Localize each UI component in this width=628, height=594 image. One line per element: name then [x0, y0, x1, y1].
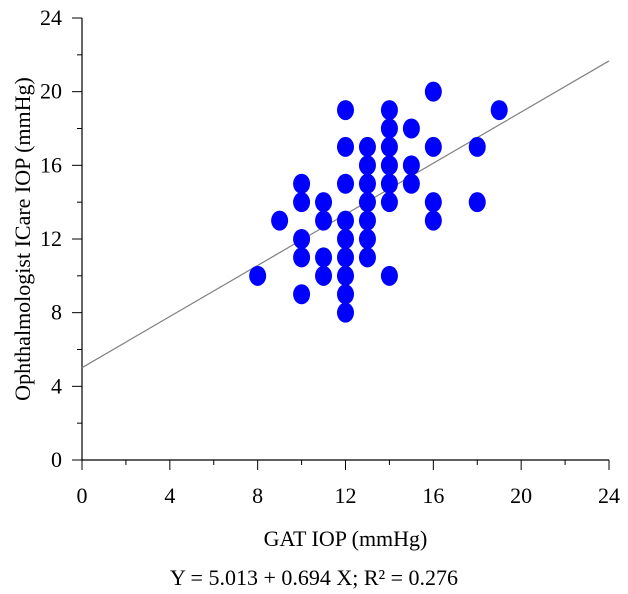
data-point: [337, 173, 354, 194]
data-point: [293, 284, 311, 305]
scatter-chart: 0 4 8 12 16 20 24 0 4 8 12 16 20 24 GAT IOP (mmHg) Op…: [10, 5, 620, 551]
y-tick-label: 16: [40, 152, 62, 177]
data-point: [315, 265, 333, 286]
data-point: [380, 118, 398, 139]
data-point: [293, 192, 311, 213]
regression-equation: Y = 5.013 + 0.694 X; R² = 0.276: [169, 565, 459, 590]
data-point: [424, 192, 442, 213]
data-point: [424, 210, 442, 231]
data-point: [402, 118, 420, 139]
data-point: [337, 136, 354, 157]
data-point: [337, 229, 354, 249]
data-point: [293, 247, 311, 268]
y-tick-label: 0: [51, 447, 62, 472]
data-point: [249, 265, 267, 286]
data-point: [424, 81, 442, 102]
data-point: [337, 265, 354, 286]
data-point: [380, 265, 398, 286]
data-point: [315, 210, 333, 231]
data-point: [380, 155, 398, 176]
y-axis-title: Ophthalmologist ICare IOP (mmHg): [10, 77, 35, 401]
tick-labels: 0 4 8 12 16 20 24 0 4 8 12 16 20 24: [40, 5, 620, 508]
data-point: [315, 192, 333, 213]
x-tick-label: 8: [252, 483, 263, 508]
data-point: [358, 173, 376, 194]
data-point: [490, 100, 508, 121]
x-tick-label: 24: [598, 483, 620, 508]
x-tick-label: 16: [422, 483, 444, 508]
data-point: [358, 136, 376, 157]
data-point: [358, 210, 376, 231]
data-point: [271, 210, 289, 231]
data-point: [468, 192, 486, 213]
data-point: [380, 173, 398, 194]
x-tick-label: 20: [510, 483, 532, 508]
data-point: [293, 173, 311, 194]
data-point: [337, 284, 354, 305]
data-point: [337, 302, 354, 323]
data-point: [380, 192, 398, 213]
data-point: [358, 229, 376, 249]
y-tick-label: 4: [51, 373, 62, 398]
x-tick-label: 12: [335, 483, 357, 508]
data-point: [402, 173, 420, 194]
x-tick-label: 0: [77, 483, 88, 508]
data-point: [424, 136, 442, 157]
y-tick-label: 20: [40, 79, 62, 104]
x-tick-label: 4: [164, 483, 175, 508]
data-point: [293, 229, 311, 249]
data-point: [337, 210, 354, 231]
y-tick-label: 12: [40, 226, 62, 251]
data-point: [358, 192, 376, 213]
data-point: [337, 247, 354, 268]
data-point: [358, 247, 376, 268]
data-point: [380, 100, 398, 121]
y-tick-label: 8: [51, 300, 62, 325]
x-axis-title: GAT IOP (mmHg): [264, 526, 428, 551]
axis-ticks: [72, 17, 610, 470]
data-point: [380, 136, 398, 157]
data-point: [337, 100, 354, 121]
data-points: [249, 81, 508, 323]
data-point: [468, 136, 486, 157]
y-tick-label: 24: [40, 5, 62, 30]
data-point: [402, 155, 420, 176]
data-point: [358, 155, 376, 176]
data-point: [315, 247, 333, 268]
